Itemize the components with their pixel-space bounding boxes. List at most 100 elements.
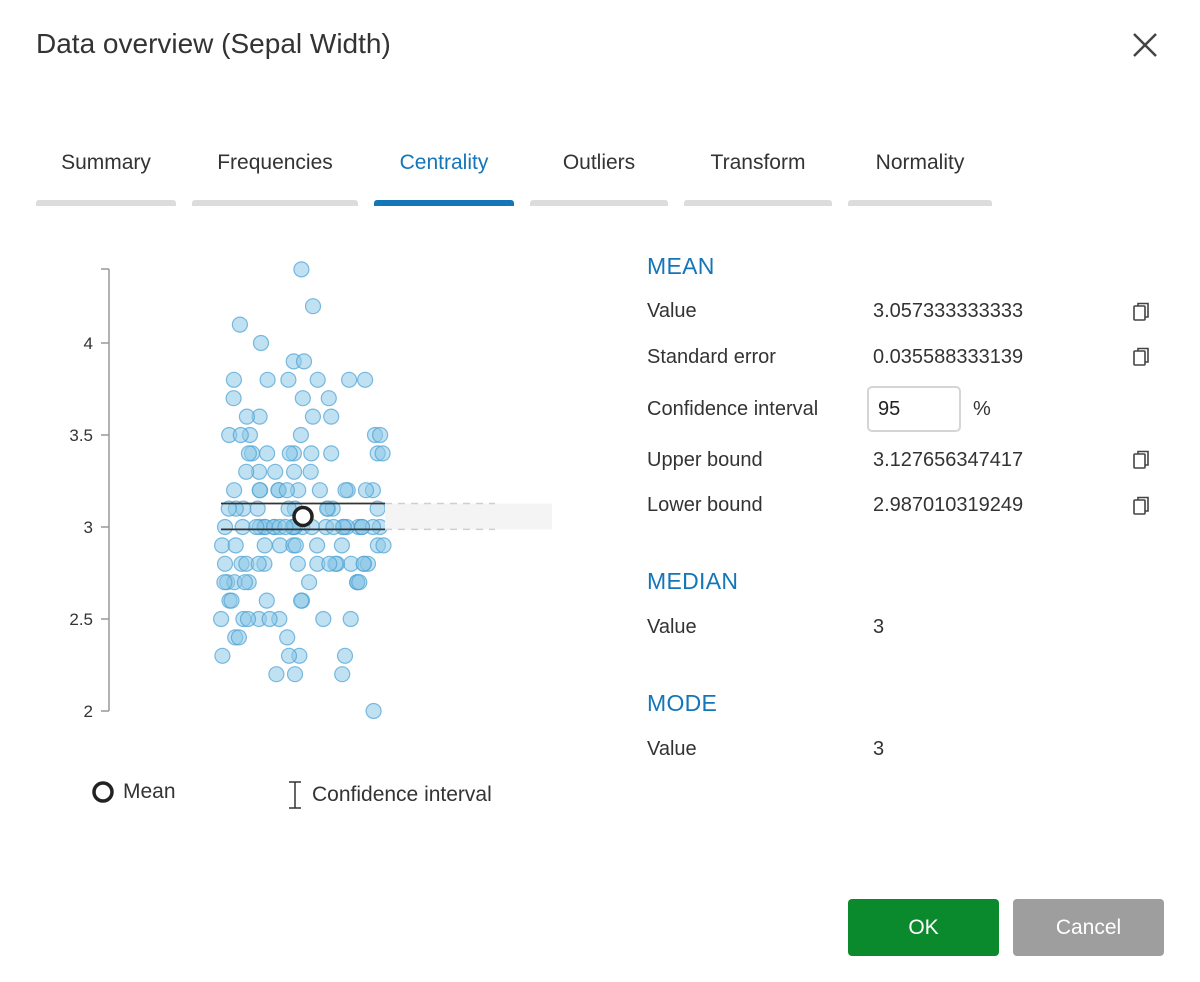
copy-icon[interactable] — [1132, 347, 1150, 367]
upper-bound-label: Upper bound — [647, 449, 763, 471]
lower-bound-value: 2.987010319249 — [873, 494, 1024, 516]
lower-bound-label: Lower bound — [647, 494, 763, 516]
data-point — [325, 518, 342, 536]
ci-label: Confidence interval — [647, 398, 819, 420]
data-point — [357, 371, 374, 388]
data-point — [374, 445, 391, 462]
data-point — [223, 592, 240, 609]
data-point — [301, 574, 318, 591]
data-point — [259, 445, 276, 462]
data-point — [225, 371, 242, 388]
copy-icon[interactable] — [1132, 496, 1150, 516]
median-value-label: Value — [647, 616, 697, 638]
dialog-title: Data overview (Sepal Width) — [36, 28, 391, 59]
copy-icon[interactable] — [1132, 450, 1150, 470]
se-value: 0.035588333139 — [873, 346, 1024, 368]
data-point — [226, 482, 243, 499]
mean-value-label: Value — [647, 300, 697, 322]
tab-transform[interactable]: Transform — [684, 140, 832, 206]
data-point — [280, 371, 297, 388]
data-point — [225, 390, 242, 407]
tab-summary[interactable]: Summary — [36, 140, 176, 206]
data-point — [214, 537, 231, 554]
data-point — [249, 500, 266, 517]
y-tick-label: 3.5 — [69, 426, 93, 445]
data-point — [220, 500, 237, 517]
y-tick-label: 2.5 — [69, 610, 93, 629]
tab-bar: Summary Frequencies Centrality Outliers … — [36, 140, 996, 208]
tab-centrality[interactable]: Centrality — [374, 140, 514, 206]
data-point — [303, 445, 320, 462]
cancel-button[interactable]: Cancel — [1013, 899, 1164, 956]
data-point — [293, 592, 310, 609]
data-point — [341, 371, 358, 388]
data-point — [304, 298, 322, 315]
confidence-interval-input[interactable] — [867, 386, 961, 432]
data-point — [336, 647, 354, 664]
data-point — [311, 482, 328, 499]
data-point — [333, 537, 350, 554]
data-point — [234, 518, 251, 536]
tab-frequencies[interactable]: Frequencies — [192, 140, 358, 206]
data-point — [216, 574, 233, 591]
data-point — [292, 426, 309, 444]
data-point — [295, 353, 313, 370]
data-point — [357, 482, 375, 499]
data-point — [258, 592, 275, 609]
median-heading: MEDIAN — [647, 568, 739, 594]
data-point — [231, 316, 248, 333]
data-point — [227, 537, 244, 554]
close-icon[interactable] — [1128, 28, 1162, 62]
tab-label: Summary — [61, 151, 151, 174]
data-point — [286, 463, 303, 480]
tab-outliers[interactable]: Outliers — [530, 140, 668, 206]
data-point — [286, 666, 304, 683]
data-point — [342, 610, 359, 628]
data-point — [238, 408, 255, 425]
data-point — [240, 445, 257, 462]
tab-normality[interactable]: Normality — [848, 140, 992, 206]
data-point — [320, 390, 337, 407]
data-point — [281, 445, 298, 462]
legend-mean: Mean — [91, 780, 176, 804]
data-point — [232, 426, 249, 444]
tab-label: Outliers — [562, 151, 636, 174]
tab-label: Frequencies — [217, 151, 333, 174]
mean-heading: MEAN — [647, 253, 715, 279]
legend-ci-label: Confidence interval — [312, 783, 492, 806]
data-point — [287, 537, 304, 554]
data-point — [319, 500, 336, 517]
data-point — [216, 518, 234, 536]
mean-marker — [292, 505, 314, 528]
y-tick-label: 3 — [84, 518, 93, 537]
ok-button[interactable]: OK — [848, 899, 999, 956]
mode-value-label: Value — [647, 738, 697, 760]
data-point — [213, 610, 230, 628]
copy-icon[interactable] — [1132, 302, 1150, 322]
data-point — [337, 482, 354, 499]
upper-bound-value: 3.127656347417 — [873, 449, 1024, 471]
mode-value: 3 — [873, 738, 885, 760]
mode-heading: MODE — [647, 690, 718, 716]
data-point — [248, 518, 265, 536]
data-point — [277, 518, 294, 536]
tab-label: Centrality — [399, 151, 489, 174]
data-point — [250, 555, 267, 572]
data-point — [315, 610, 332, 628]
data-point — [375, 537, 392, 554]
data-point — [302, 463, 319, 480]
data-point — [309, 371, 326, 388]
tab-label: Transform — [710, 151, 806, 174]
data-point — [293, 261, 310, 278]
data-point — [238, 463, 255, 480]
data-point — [372, 426, 389, 444]
ci-band — [385, 503, 552, 530]
legend-mean-label: Mean — [123, 780, 176, 803]
data-point — [268, 666, 285, 683]
ci-marker-icon — [289, 781, 301, 809]
data-point — [289, 555, 306, 572]
data-point — [294, 390, 311, 407]
y-tick-label: 4 — [84, 334, 93, 353]
data-point — [239, 610, 257, 628]
data-point — [214, 647, 231, 664]
